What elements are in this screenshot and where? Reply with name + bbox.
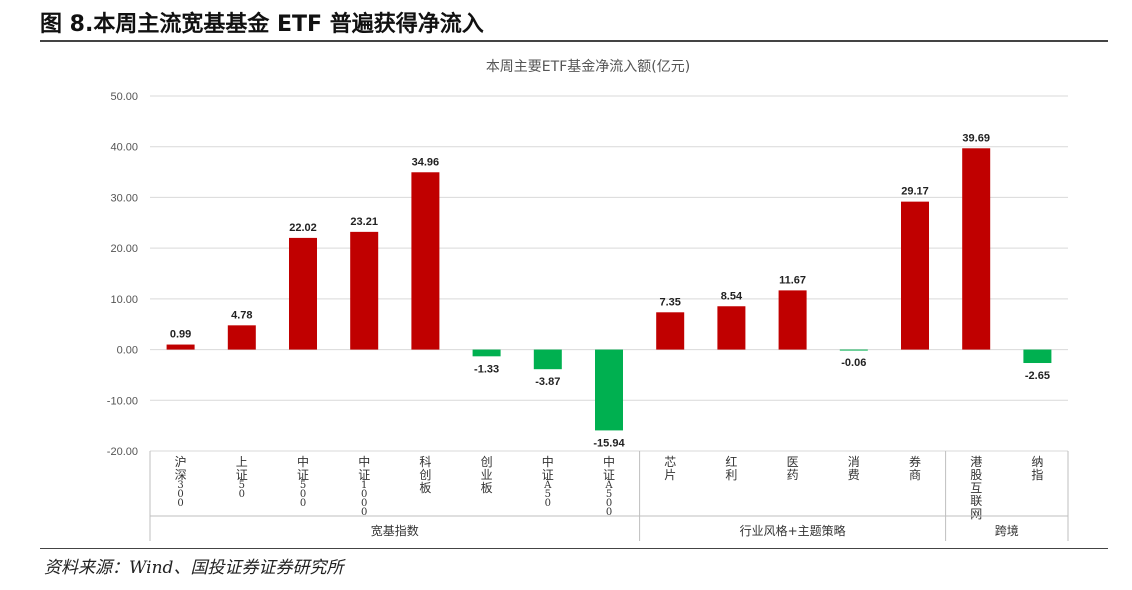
- category-label: 中证 A 5 0: [542, 454, 554, 509]
- bar: [901, 201, 929, 350]
- data-label: 4.78: [231, 309, 252, 321]
- y-tick-label: -20.00: [107, 446, 138, 458]
- y-tick-label: 30.00: [110, 192, 138, 204]
- bars: [166, 148, 1052, 431]
- data-label: 7.35: [659, 296, 680, 308]
- group-axis: 宽基指数 行业风格+主题策略 跨境: [149, 451, 1069, 541]
- category-label: 芯片: [664, 455, 676, 482]
- bar: [411, 172, 440, 350]
- bar: [350, 231, 379, 350]
- group-label: 跨境: [995, 523, 1019, 538]
- y-tick-label: 40.00: [110, 142, 138, 154]
- bar: [1023, 349, 1052, 364]
- bar: [472, 349, 501, 357]
- category-label: 沪深 3 0 0: [175, 455, 187, 509]
- data-label: 0.99: [170, 329, 191, 341]
- data-label: -0.06: [841, 357, 866, 369]
- category-label: 纳指: [1031, 455, 1043, 482]
- group-label: 行业风格+主题策略: [740, 523, 846, 538]
- y-tick-label: 20.00: [110, 243, 138, 255]
- bar: [717, 306, 746, 350]
- bar: [166, 344, 195, 350]
- category-axis: 沪深 3 0 0 上证 5 0 中证 5 0 0 中证 1 0 0 0 科创板 创业板 中证 A 5 0 中证 A 5 0 0 芯片 红…: [175, 454, 1044, 521]
- bar: [962, 148, 991, 350]
- data-labels: 0.99 4.78 22.02 23.21 34.96 -1.33 -3.87 -15.94 7…: [170, 132, 1050, 449]
- data-label: 23.21: [350, 216, 378, 228]
- group-label: 宽基指数: [371, 523, 419, 538]
- category-label: 中证 1 0 0 0: [358, 454, 370, 518]
- y-tick-label: 10.00: [110, 294, 138, 306]
- chart-title: 本周主要ETF基金净流入额(亿元): [486, 58, 690, 75]
- bar: [289, 237, 317, 350]
- category-label: 上证 5 0: [236, 455, 248, 500]
- bar: [227, 325, 256, 350]
- figure-title: 图 8.本周主流宽基基金 ETF 普遍获得净流入: [40, 12, 484, 37]
- source-rule: [40, 548, 1108, 549]
- y-tick-label: 0.00: [117, 345, 138, 357]
- data-label: 34.96: [412, 156, 440, 168]
- bar: [533, 349, 562, 370]
- data-label: 8.54: [721, 290, 743, 302]
- bar: [778, 290, 807, 350]
- data-label: -15.94: [593, 437, 625, 449]
- category-label: 消费: [848, 455, 860, 482]
- source-note: 资料来源：Wind、国投证券证券研究所: [44, 558, 344, 578]
- category-label: 科创板: [419, 455, 431, 495]
- data-label: -2.65: [1025, 370, 1050, 382]
- category-label: 券商: [909, 454, 921, 482]
- y-tick-label: -10.00: [107, 395, 138, 407]
- data-label: 39.69: [962, 132, 990, 144]
- bar: [595, 349, 623, 431]
- category-label: 创业板: [481, 455, 493, 495]
- data-label: -3.87: [535, 376, 560, 388]
- bar: [839, 349, 868, 351]
- data-label: 29.17: [901, 186, 929, 198]
- y-axis: 50.00 40.00 30.00 20.00 10.00 0.00 -10.00 -20.0…: [107, 91, 138, 458]
- y-tick-label: 50.00: [110, 91, 138, 103]
- category-label: 红利: [725, 454, 737, 482]
- data-label: 22.02: [289, 222, 317, 234]
- category-label: 港股互联网: [970, 455, 982, 521]
- bar: [656, 312, 685, 350]
- category-label: 医药: [787, 455, 799, 482]
- title-rule: [40, 40, 1108, 42]
- category-label: 中证 5 0 0: [297, 454, 309, 509]
- category-label: 中证 A 5 0 0: [603, 454, 615, 518]
- bar-chart: 本周主要ETF基金净流入额(亿元) 50.00 40.00 30.00 20.00 10…: [107, 58, 1069, 541]
- data-label: -1.33: [474, 363, 499, 375]
- data-label: 11.67: [779, 274, 806, 286]
